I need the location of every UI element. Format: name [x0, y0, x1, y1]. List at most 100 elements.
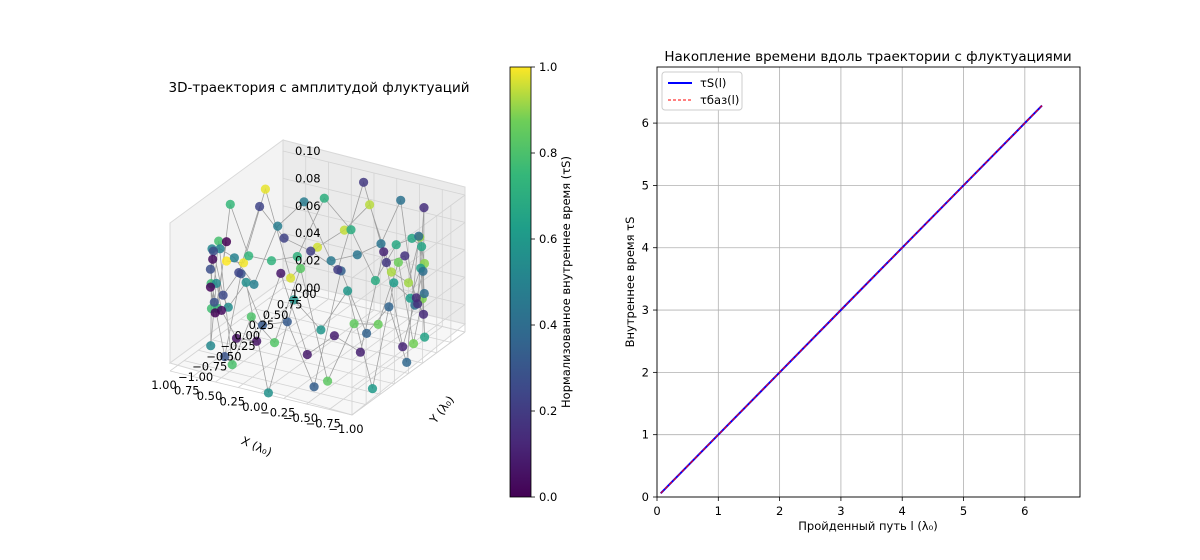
trajectory-point	[263, 388, 273, 398]
trajectory-point	[411, 293, 421, 303]
z-tick-label: 0.06	[295, 199, 321, 213]
grid-line	[240, 318, 423, 364]
trajectory-point	[249, 279, 259, 289]
trajectory-point	[420, 332, 430, 342]
trajectory-point	[316, 325, 326, 335]
trajectory-point	[227, 360, 237, 370]
x-axis-label: X (λ₀)	[239, 433, 274, 459]
trajectory-point	[295, 263, 306, 274]
colorbar-tick-label: 0.6	[539, 232, 557, 246]
trajectory-point	[367, 384, 378, 394]
plot-frame	[656, 66, 1081, 498]
trajectory-point	[386, 267, 396, 277]
trajectory-point	[286, 273, 296, 283]
trajectory-point	[365, 200, 375, 210]
y-tick-label: 0.25	[249, 318, 275, 332]
grid-line	[282, 150, 466, 196]
legend-box	[661, 71, 743, 111]
x-tick-label: 1.00	[151, 378, 177, 392]
z-tick-label: 0.02	[295, 254, 321, 268]
grid-line	[169, 287, 284, 372]
y-axis-ticks: −1.00−0.75−0.50−0.250.000.250.500.751.00	[178, 287, 317, 384]
trajectory-point	[220, 352, 230, 362]
colorbar-tick-label: 0.8	[539, 146, 557, 160]
trajectory-point	[218, 290, 228, 300]
colorbar-tick-label: 0.2	[539, 404, 557, 418]
trajectory-point	[408, 339, 419, 349]
colorbar-ticks: 0.0 0.2 0.4 0.6 0.8 1.0	[531, 60, 557, 504]
trajectory-point	[234, 268, 244, 278]
trajectory-point	[352, 250, 362, 260]
grid-line	[238, 304, 352, 388]
trajectory-point	[299, 197, 309, 207]
trajectory-point	[349, 319, 359, 329]
chart-3d-trajectory: 3D-траектория с амплитудой флуктуаций −1…	[151, 60, 573, 504]
colorbar	[509, 66, 532, 498]
x-axis-label-2d: Пройденный путь l (λ₀)	[798, 519, 937, 533]
y-tick-label: 0.00	[235, 329, 261, 343]
x-axis-ticks: −1.00−0.75−0.50−0.250.000.250.500.751.00	[151, 378, 363, 436]
x-tick-label-2d: 2	[776, 504, 783, 518]
y-tick-label-2d: 2	[642, 365, 649, 379]
z-axis-ticks: 0.00 0.02 0.04 0.06 0.08 0.10	[295, 144, 321, 295]
trajectory-point	[362, 328, 372, 338]
grid-line	[282, 178, 466, 223]
x-tick-label-2d: 3	[837, 504, 844, 518]
trajectory-point	[209, 297, 219, 307]
colorbar-tick-label: 0.4	[539, 318, 557, 332]
trajectory-point	[400, 251, 410, 261]
trajectory-point	[276, 268, 286, 278]
trajectory-point	[419, 288, 429, 299]
grid-line	[282, 232, 466, 278]
trajectory-point	[391, 240, 401, 250]
z-tick-label: 0.08	[295, 171, 321, 185]
trajectory-point	[373, 319, 383, 329]
trajectory-point	[208, 254, 218, 264]
trajectory-point	[206, 341, 216, 351]
trajectory-point	[355, 347, 365, 357]
grid-line	[351, 222, 466, 306]
trajectory-point	[246, 312, 256, 322]
x-tick-label-2d: 6	[1021, 504, 1028, 518]
trajectory-point	[339, 225, 349, 235]
trajectory-point	[418, 309, 429, 319]
trajectory-point	[333, 265, 343, 275]
grid-line	[282, 287, 466, 333]
trajectory-point	[239, 258, 249, 268]
trajectory-point	[273, 221, 283, 231]
trajectory-point	[396, 195, 406, 205]
legend-label-tau-s: τS(l)	[700, 76, 726, 90]
series-lines	[659, 104, 1043, 495]
trajectory-point	[229, 253, 239, 263]
x-tick-label-2d: 5	[960, 504, 967, 518]
x-axis-ticks-2d: 0 1 2 3 4 5 6	[653, 497, 1028, 518]
y-tick-label-2d: 1	[642, 428, 649, 442]
grid-line	[351, 331, 466, 416]
y-tick-label: 0.50	[263, 308, 289, 322]
trajectory-point	[282, 317, 292, 327]
trajectory-point	[417, 242, 427, 252]
x-tick-label: −0.25	[260, 406, 295, 420]
trajectory-point	[266, 256, 277, 266]
trajectory-point	[252, 336, 262, 346]
z-tick-label: 0.04	[295, 226, 321, 240]
trajectory-point	[319, 193, 329, 203]
trajectory-point	[214, 236, 224, 246]
trajectory-point	[289, 295, 299, 305]
trajectory-point	[231, 333, 242, 343]
y-tick-label: −0.50	[206, 349, 241, 363]
trajectory-point	[221, 256, 232, 266]
trajectory-point	[221, 237, 232, 247]
x-tick-label: 0.00	[242, 400, 268, 414]
x-tick-label-2d: 0	[653, 504, 660, 518]
trajectory-point	[205, 264, 215, 274]
trajectory-point	[302, 349, 312, 360]
trajectory-point	[279, 233, 289, 243]
trajectory-point	[255, 201, 265, 212]
x-tick-label: 0.25	[219, 395, 245, 409]
trajectory-point	[225, 199, 235, 209]
chart-time-accumulation: Накопление времени вдоль траектории с фл…	[623, 49, 1081, 533]
trajectory-point	[292, 251, 302, 262]
y-axis-label-2d: Внутреннее время τS	[623, 217, 637, 348]
